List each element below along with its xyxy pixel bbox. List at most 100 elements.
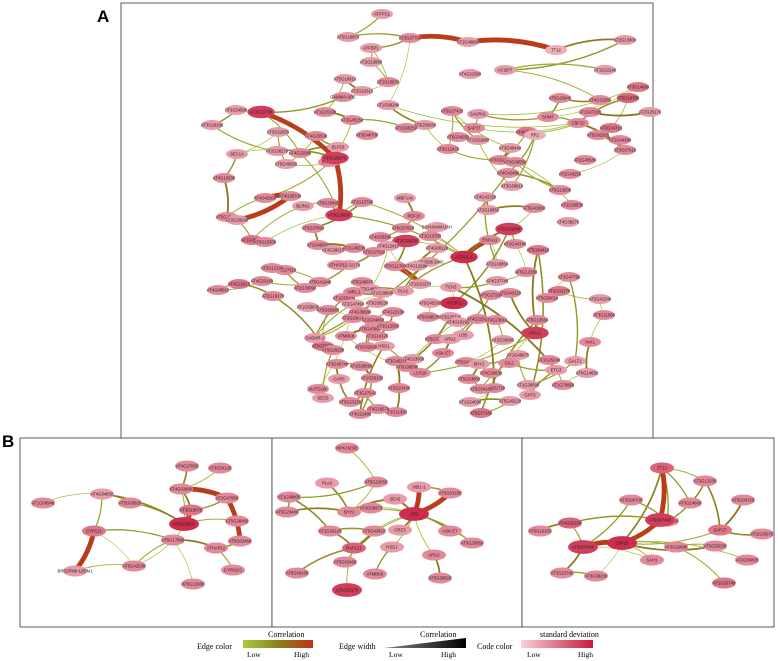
net-a-node-label: AT3G25740 [439,314,462,319]
net-a-node: ACI2P7 [494,65,516,75]
net-a-node-label: AT4G21480 [349,411,372,416]
net-b3-node-shape [607,536,637,550]
net-a-node: AT5G10980 [495,222,523,236]
net-a-node-shape [467,135,489,145]
net-b3-node-shape [712,577,736,589]
net-a-node: ATMBK8 [335,331,357,341]
net-a-node: AT4G31550 [589,95,612,105]
net-a-node-shape [492,335,514,345]
net-a-node: AT1G55150 [361,373,384,383]
net-a-node-shape [302,223,324,233]
net-b2-node-shape [332,583,362,597]
net-a-node-shape [524,130,546,140]
net-a-node: AT3G14680 [627,82,650,92]
net-a-node-label: AT3G23150 [339,399,362,404]
net-a-node-label: AT2G44390 [609,137,632,142]
net-b3-node: AT3G14680 [678,497,702,509]
net-a-node: AT4G22130 [382,307,405,317]
net-a-node-shape [494,65,516,75]
net-a-node-label: AT4G12410 [377,243,400,248]
net-b2-node-shape [333,556,357,568]
net-a-node-shape [414,120,436,130]
net-a-node: AT2G04860 [362,315,385,325]
net-a-node: AT1G22140 [594,65,617,75]
legend-edge-width-high: High [441,650,456,659]
net-b3-node-label: CBF20 [615,540,629,545]
net-a-node-shape [322,345,344,355]
net-a-node-shape [576,368,598,378]
net-a-node-label: AT3G38550 [504,159,527,164]
net-a-node-label: AT4G39830 [480,370,503,375]
net-a-node-shape [388,383,410,393]
net-a-node: AT5G16830 [325,208,353,222]
net-a-node: AT5G20270 [321,151,349,165]
net-b1-node-label: AT5G12080 [182,581,205,586]
net-a-node: AT1G60250 [395,123,418,133]
net-a-node: RR1 [524,130,546,140]
net-a-node-label: AT1G21270 [409,281,432,286]
net-a-node-shape [499,288,521,298]
net-a-node: MBF1Ac [394,193,416,203]
net-a-node-label: AT1G22140 [594,67,617,72]
net-a-node: SAP17 [463,123,485,133]
net-b1-node-label: CYP121 [86,528,102,533]
net-b2-node-shape [388,524,412,536]
net-a-node-label: AT2G38840 [371,290,394,295]
net-b1-node: AT2G47950 [215,492,239,504]
net-a-node: AT5G43220 [499,396,522,406]
net-a-node-label: AT1G15190 [314,109,337,114]
net-a-node-shape [440,282,462,292]
net-a-node-shape [226,149,248,159]
net-a-node: AT3G22850 [267,127,290,137]
net-a-node-shape [369,232,391,242]
net-a-node-shape [594,65,616,75]
net-a-node-label: AT4G38270 [557,219,580,224]
net-a-node-label: AT4G22380 [459,71,482,76]
net-a-node-shape [548,286,570,296]
net-a-node-label: AT5G51720 [483,385,506,390]
net-b3-node: CBF20 [607,536,637,550]
net-a-node-shape [549,185,571,195]
net-a-node: AT5G41040 [309,277,332,287]
net-a-node: TCH3 [440,282,462,292]
legend-edge-color-low: Low [247,650,261,659]
net-b3-edge [621,467,663,544]
net-b1-node-shape [169,517,199,531]
net-a-node: AT5G20480 [317,198,340,208]
net-a-node-shape [501,181,523,191]
net-a-node-shape [307,384,329,394]
net-b3-node-shape [640,554,664,566]
net-a-node-label: AT2G30530 [561,202,584,207]
net-b3-node-label: AT4G02160 [559,520,582,525]
net-b1-node-shape [169,483,193,495]
net-a-node-label: AT5G41960 [523,205,546,210]
panel-b2-nodes: MPK16(58) PLA2 AT5G22050 AT1G08805 AT5G20480… [275,442,484,597]
net-a-node: ATDU1-1 [450,250,478,264]
net-a-node-label: SADHR-1 [306,335,325,340]
net-b1-node-label: AT5G42530 [123,563,146,568]
net-a-node-label: AT3G27542 [354,390,377,395]
net-b2-node-label: AT5G43810 [363,528,386,533]
net-b3-node-shape [708,524,732,536]
net-a-node-shape [537,112,559,122]
net-a-node-label: AT5G16780 [617,95,640,100]
net-a-node: AT3G40440 [499,143,522,153]
net-b3-node: AT5G07460 [645,513,675,527]
net-a-node-label: SEC1A [230,151,244,156]
net-a-node-shape [545,365,567,375]
net-a-node-label: AT4G23000 [402,356,425,361]
net-a-node-shape [419,298,441,308]
net-b2-node-label: AT5G09160 [286,570,309,575]
net-a-node-shape [349,409,371,419]
net-b3-node-shape [528,525,552,537]
net-a-node-shape [350,361,372,371]
net-b1-node: CYP121 [82,525,106,537]
net-a-node-label: BLP10 [332,144,345,149]
net-a-node-shape [275,159,297,169]
net-a-node-shape [545,45,567,55]
net-b2-node-shape [407,481,431,493]
net-a-node-shape [527,245,549,255]
net-b3-node-shape [750,528,774,540]
net-a-node-label: ATFBP1 [363,45,379,50]
net-a-node-label: AT5G08570 [417,314,440,319]
